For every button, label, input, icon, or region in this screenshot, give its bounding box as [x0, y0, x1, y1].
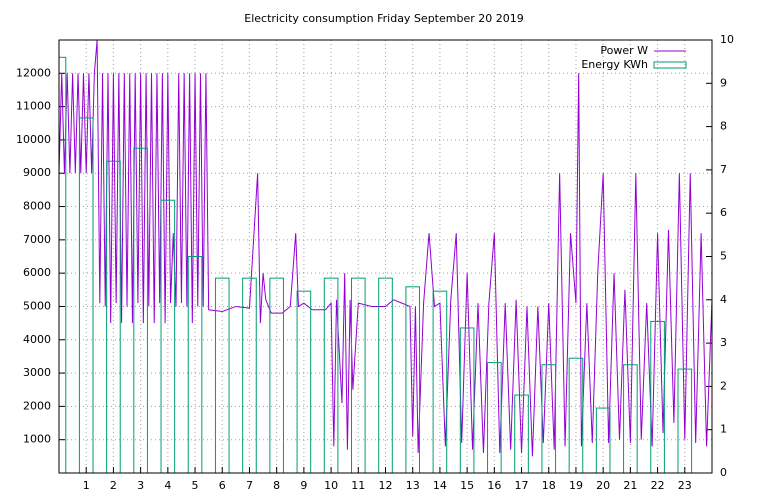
x-tick-label: 8: [273, 479, 280, 492]
y2-tick-label: 1: [720, 423, 727, 436]
bar: [106, 160, 121, 473]
x-tick-label: 21: [623, 479, 637, 492]
y-tick-label: 10000: [16, 133, 51, 146]
y-tick-label: 3000: [23, 366, 51, 379]
legend-label: Power W: [600, 44, 648, 57]
x-tick-label: 16: [487, 479, 501, 492]
y2-tick-label: 5: [720, 250, 727, 263]
x-tick-label: 17: [515, 479, 529, 492]
legend-swatch: [653, 61, 687, 69]
bar: [432, 290, 448, 473]
y-tick-label: 11000: [16, 100, 51, 113]
bar: [78, 117, 94, 473]
y-tick-label: 2000: [23, 399, 51, 412]
y-tick-label: 5000: [23, 299, 51, 312]
y2-tick-label: 9: [720, 76, 727, 89]
x-tick-label: 22: [651, 479, 665, 492]
x-tick-label: 15: [460, 479, 474, 492]
y-tick-label: 8000: [23, 200, 51, 213]
bar: [623, 364, 638, 473]
bar: [133, 147, 148, 473]
x-tick-label: 9: [300, 479, 307, 492]
y2-tick-label: 7: [720, 163, 727, 176]
x-tick-label: 14: [433, 479, 447, 492]
y-tick-label: 12000: [16, 66, 51, 79]
chart-title: Electricity consumption Friday September…: [244, 12, 523, 25]
y-tick-label: 1000: [23, 433, 51, 446]
x-tick-label: 13: [406, 479, 420, 492]
x-tick-label: 5: [192, 479, 199, 492]
bar: [187, 256, 203, 473]
bar: [405, 286, 421, 473]
bar: [296, 290, 312, 473]
x-tick-label: 10: [324, 479, 338, 492]
x-tick-label: 19: [569, 479, 583, 492]
x-tick-label: 1: [83, 479, 90, 492]
x-tick-label: 4: [164, 479, 171, 492]
y2-tick-label: 8: [720, 120, 727, 133]
y2-tick-label: 0: [720, 466, 727, 479]
bar: [269, 277, 284, 473]
x-tick-label: 2: [110, 479, 117, 492]
x-tick-label: 12: [379, 479, 393, 492]
bar: [350, 277, 366, 473]
x-tick-label: 23: [678, 479, 692, 492]
bar: [568, 357, 584, 473]
bar: [541, 364, 557, 473]
bar: [160, 199, 176, 473]
plot-area: [59, 40, 712, 473]
y2-tick-label: 2: [720, 379, 727, 392]
plot-frame: [58, 39, 713, 474]
x-tick-label: 6: [219, 479, 226, 492]
legend-label: Energy KWh: [581, 58, 648, 71]
bar: [459, 327, 475, 473]
y2-tick-label: 6: [720, 206, 727, 219]
bar: [514, 394, 529, 473]
bar: [650, 320, 665, 473]
y-tick-label: 4000: [23, 333, 51, 346]
bar: [323, 277, 339, 473]
y-tick-label: 9000: [23, 166, 51, 179]
x-tick-label: 11: [351, 479, 365, 492]
y2-tick-label: 10: [720, 33, 734, 46]
x-tick-label: 7: [246, 479, 253, 492]
bar: [242, 277, 257, 473]
y-tick-label: 7000: [23, 233, 51, 246]
y2-tick-label: 3: [720, 336, 727, 349]
x-tick-label: 3: [137, 479, 144, 492]
bar: [214, 277, 230, 473]
bar: [378, 277, 393, 473]
y-tick-label: 6000: [23, 266, 51, 279]
x-tick-label: 18: [542, 479, 556, 492]
y2-tick-label: 4: [720, 293, 727, 306]
x-tick-label: 20: [596, 479, 610, 492]
